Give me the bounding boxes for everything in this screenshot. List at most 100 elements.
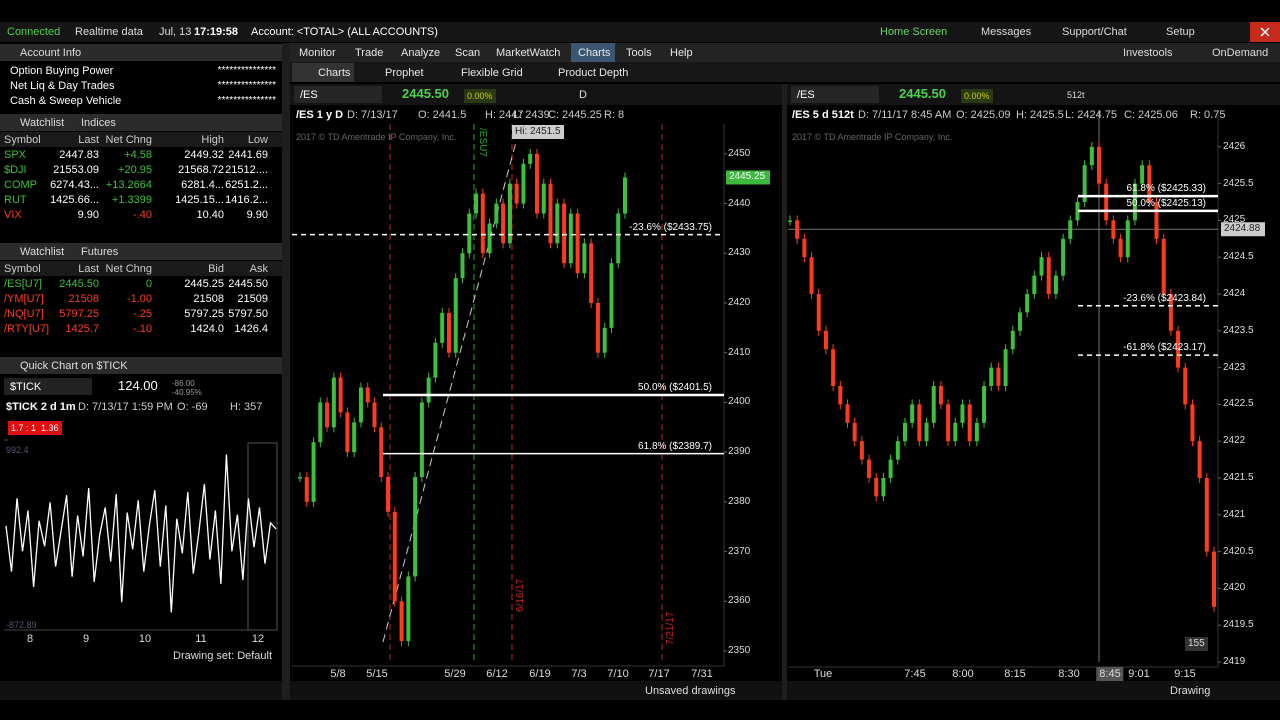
candle [802,238,807,258]
candle [507,183,512,244]
list-selector[interactable]: Indices [81,117,116,129]
label: 1.36 [38,421,62,435]
candle [953,422,958,442]
aggregation[interactable]: D [579,89,587,101]
menu-item[interactable]: Scan [455,47,481,59]
price-tag [1221,222,1265,237]
candle [616,213,621,264]
symbol-input [4,378,92,395]
menu-item[interactable]: Monitor [299,47,336,59]
cell: 0 [145,278,152,290]
candle [795,220,800,239]
header-bar [0,114,282,131]
candle [1168,294,1173,331]
x-tick-label: Tue [813,668,833,680]
tab[interactable]: Product Depth [558,67,629,79]
chart-info: O: 2441.5 [418,109,467,121]
label: 2445.50 [899,86,946,101]
candle [1046,257,1051,294]
label: *************** [217,95,276,106]
column-header: Net Chng [105,134,152,146]
tab-active[interactable] [292,63,354,82]
candle [1082,165,1087,202]
chart-info: /ES 1 y D [296,109,344,121]
candle [528,153,533,164]
connection-status: Connected [7,26,61,38]
cell: /NQ[U7] [4,308,44,320]
top-link[interactable]: Messages [981,26,1032,38]
y-tick-label: 2422 [1223,435,1246,447]
price-tag-label: 2445.25 [729,171,766,183]
tick-badge: 155 [1185,637,1208,651]
column-header-bar [0,132,282,147]
cell: 6274.43... [50,179,99,191]
label: 0.00% [961,89,993,103]
candle [838,386,843,405]
menu-link[interactable]: Investools [1123,47,1173,59]
candle [917,404,922,442]
candle [379,427,384,478]
menu-link[interactable]: OnDemand [1212,47,1269,59]
cell: 2441.69 [228,149,268,161]
column-header: Ask [249,263,268,275]
x-tick-label: 7/17 [648,668,670,680]
chart-info: O: 2425.09 [956,109,1011,121]
x-tick-label: 8 [26,633,34,645]
candle [946,404,951,442]
y-tick-label: 2419 [1223,656,1246,667]
status-bar [0,22,1280,42]
candle [1147,165,1152,202]
menu-item[interactable]: Help [670,47,693,59]
fib-label: 61.8% ($2425.33) [1126,183,1206,195]
tab[interactable]: Flexible Grid [461,67,523,79]
candle [1212,551,1216,607]
top-link[interactable]: Setup [1166,26,1195,38]
cell: $DJI [4,164,27,176]
candle [426,377,431,403]
y-tick-label: 2350 [728,645,751,657]
candle [859,441,864,460]
candle [419,402,424,478]
list-selector[interactable]: Futures [81,246,119,258]
label: Option Buying Power [10,65,114,77]
y-tick-label: 2360 [728,595,751,607]
x-tick-label: 5/8 [330,668,346,680]
candle [967,404,972,442]
top-link[interactable]: Support/Chat [1062,26,1127,38]
cell: 1425.66... [50,194,99,206]
label: /ES [300,89,318,101]
candle [609,263,614,328]
top-link[interactable]: Home Screen [880,26,948,38]
cell: 6281.4... [181,179,224,191]
menu-item[interactable]: Trade [355,47,384,59]
aggregation[interactable]: 512t [1067,90,1085,100]
label: Account: <TOTAL> (ALL ACCOUNTS) [251,26,438,38]
candle [996,367,1001,386]
candle [823,330,828,350]
menu-item[interactable]: Charts [578,47,611,59]
label: Net Liq & Day Trades [10,80,115,92]
panel-divider [282,43,290,700]
menu-active[interactable] [571,43,615,62]
column-header: High [201,134,224,146]
candle [541,183,546,214]
candle [845,404,850,423]
x-tick-label: 5/29 [444,668,466,680]
candle [365,387,370,403]
chart-frame [247,442,278,631]
tab[interactable]: Prophet [385,67,424,79]
candle [480,193,485,254]
marker-label: /ESU7 [477,128,488,157]
x-tick-label: 7/3 [571,668,587,680]
candle [338,377,343,413]
tab[interactable]: Charts [318,67,351,79]
candle [555,203,560,244]
label: Jul, 13 [159,26,192,38]
label: 17:19:58 [194,26,239,38]
chart-bottom-bar [787,681,1280,700]
cell: 2445.50 [228,278,268,290]
menu-item[interactable]: Analyze [401,47,441,59]
menu-item[interactable]: Tools [626,47,652,59]
menu-item[interactable]: MarketWatch [496,47,561,59]
x-tick-label: 9:01 [1128,668,1150,680]
